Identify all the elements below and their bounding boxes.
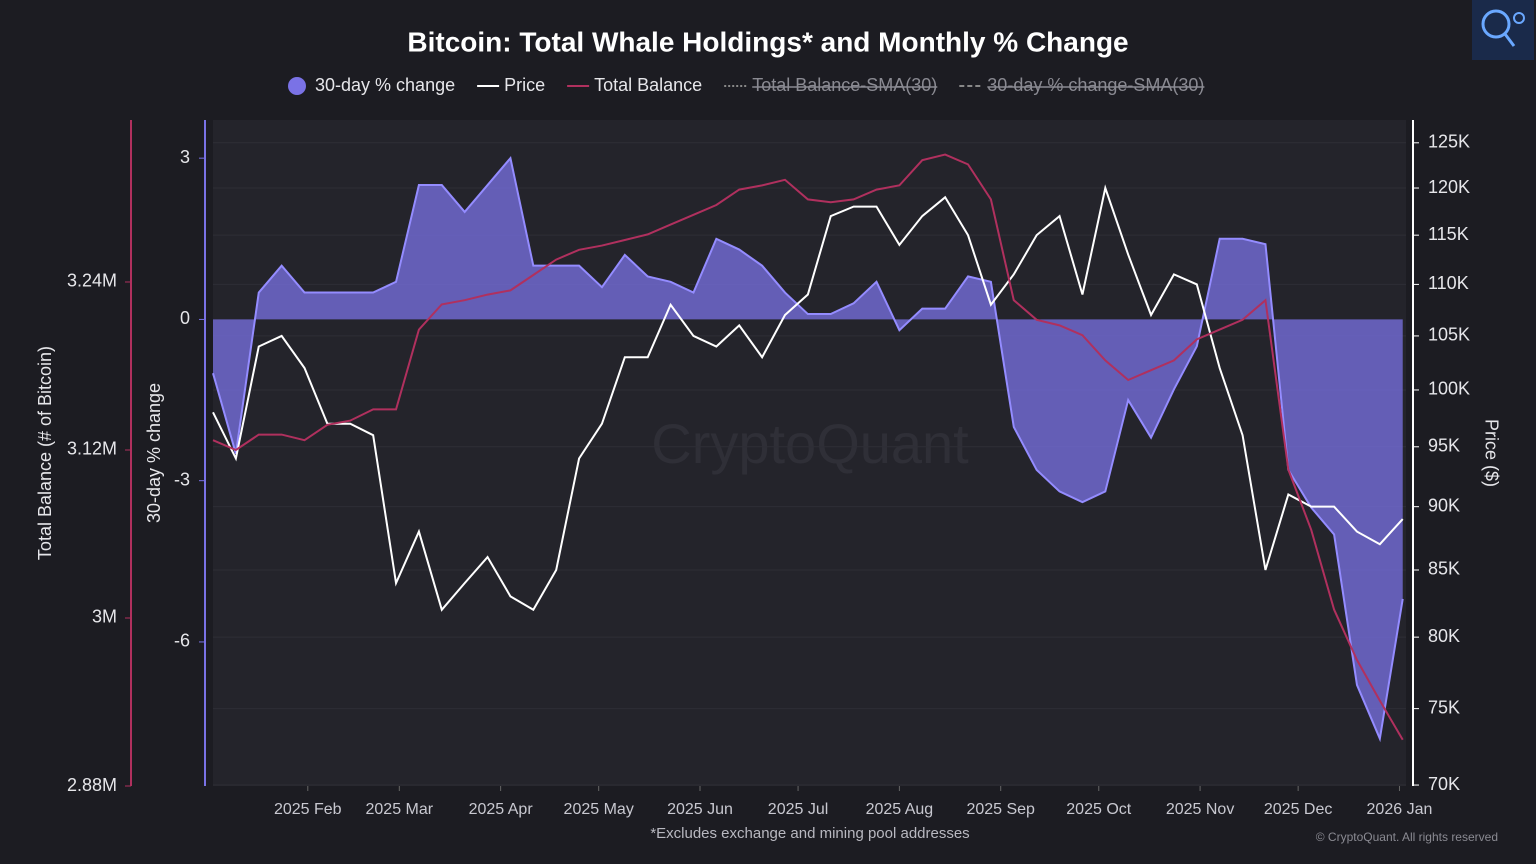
y-axis-title: 30-day % change [144, 383, 164, 523]
x-tick-label: 2025 Dec [1264, 801, 1333, 818]
legend-label: Total Balance [594, 75, 702, 95]
copyright: © CryptoQuant. All rights reserved [1316, 830, 1498, 844]
y3-axis-title: Total Balance (# of Bitcoin) [35, 346, 55, 560]
legend-label: Total Balance-SMA(30) [752, 75, 937, 95]
y2-tick-label: 120K [1428, 177, 1470, 197]
logo [1472, 0, 1534, 60]
y2-tick-label: 100K [1428, 379, 1470, 399]
legend-label: 30-day % change-SMA(30) [987, 75, 1204, 95]
y-tick-label: -3 [174, 469, 190, 489]
x-tick-label: 2025 May [564, 801, 634, 818]
y2-tick-label: 125K [1428, 132, 1470, 152]
x-tick-label: 2025 Feb [274, 801, 342, 818]
y3-tick-label: 3.24M [67, 271, 117, 291]
y2-tick-label: 85K [1428, 559, 1460, 579]
x-tick-label: 2025 Mar [366, 801, 434, 818]
y-tick-label: 3 [180, 147, 190, 167]
y2-tick-label: 95K [1428, 436, 1460, 456]
line [212, 153, 1404, 741]
x-tick-label: 2025 Sep [966, 801, 1035, 818]
y2-tick-label: 75K [1428, 697, 1460, 717]
chart-title: Bitcoin: Total Whale Holdings* and Month… [407, 26, 1128, 57]
y3-tick-label: 3M [92, 607, 117, 627]
x-tick-label: 2025 Jul [768, 801, 829, 818]
y3-tick-label: 3.12M [67, 439, 117, 459]
watermark: CryptoQuant [651, 412, 969, 475]
y3-tick-label: 2.88M [67, 775, 117, 795]
y2-tick-label: 70K [1428, 774, 1460, 794]
legend-label: Price [504, 75, 545, 95]
y2-axis-title: Price ($) [1481, 419, 1501, 487]
y-tick-label: -6 [174, 631, 190, 651]
footnote: *Excludes exchange and mining pool addre… [650, 825, 969, 842]
y2-tick-label: 105K [1428, 325, 1470, 345]
legend-label: 30-day % change [315, 75, 455, 95]
x-tick-label: 2026 Jan [1367, 801, 1433, 818]
area-fill [213, 158, 1403, 739]
legend-swatch [288, 77, 306, 95]
y2-tick-label: 80K [1428, 626, 1460, 646]
line [212, 184, 1404, 612]
y2-tick-label: 90K [1428, 495, 1460, 515]
y2-tick-label: 115K [1428, 224, 1469, 244]
x-tick-label: 2025 Aug [866, 801, 934, 818]
x-tick-label: 2025 Apr [469, 801, 534, 818]
y-tick-label: 0 [180, 308, 190, 328]
x-tick-label: 2025 Nov [1166, 801, 1235, 818]
x-tick-label: 2025 Jun [667, 801, 733, 818]
x-tick-label: 2025 Oct [1066, 801, 1131, 818]
y2-tick-label: 110K [1428, 273, 1469, 293]
